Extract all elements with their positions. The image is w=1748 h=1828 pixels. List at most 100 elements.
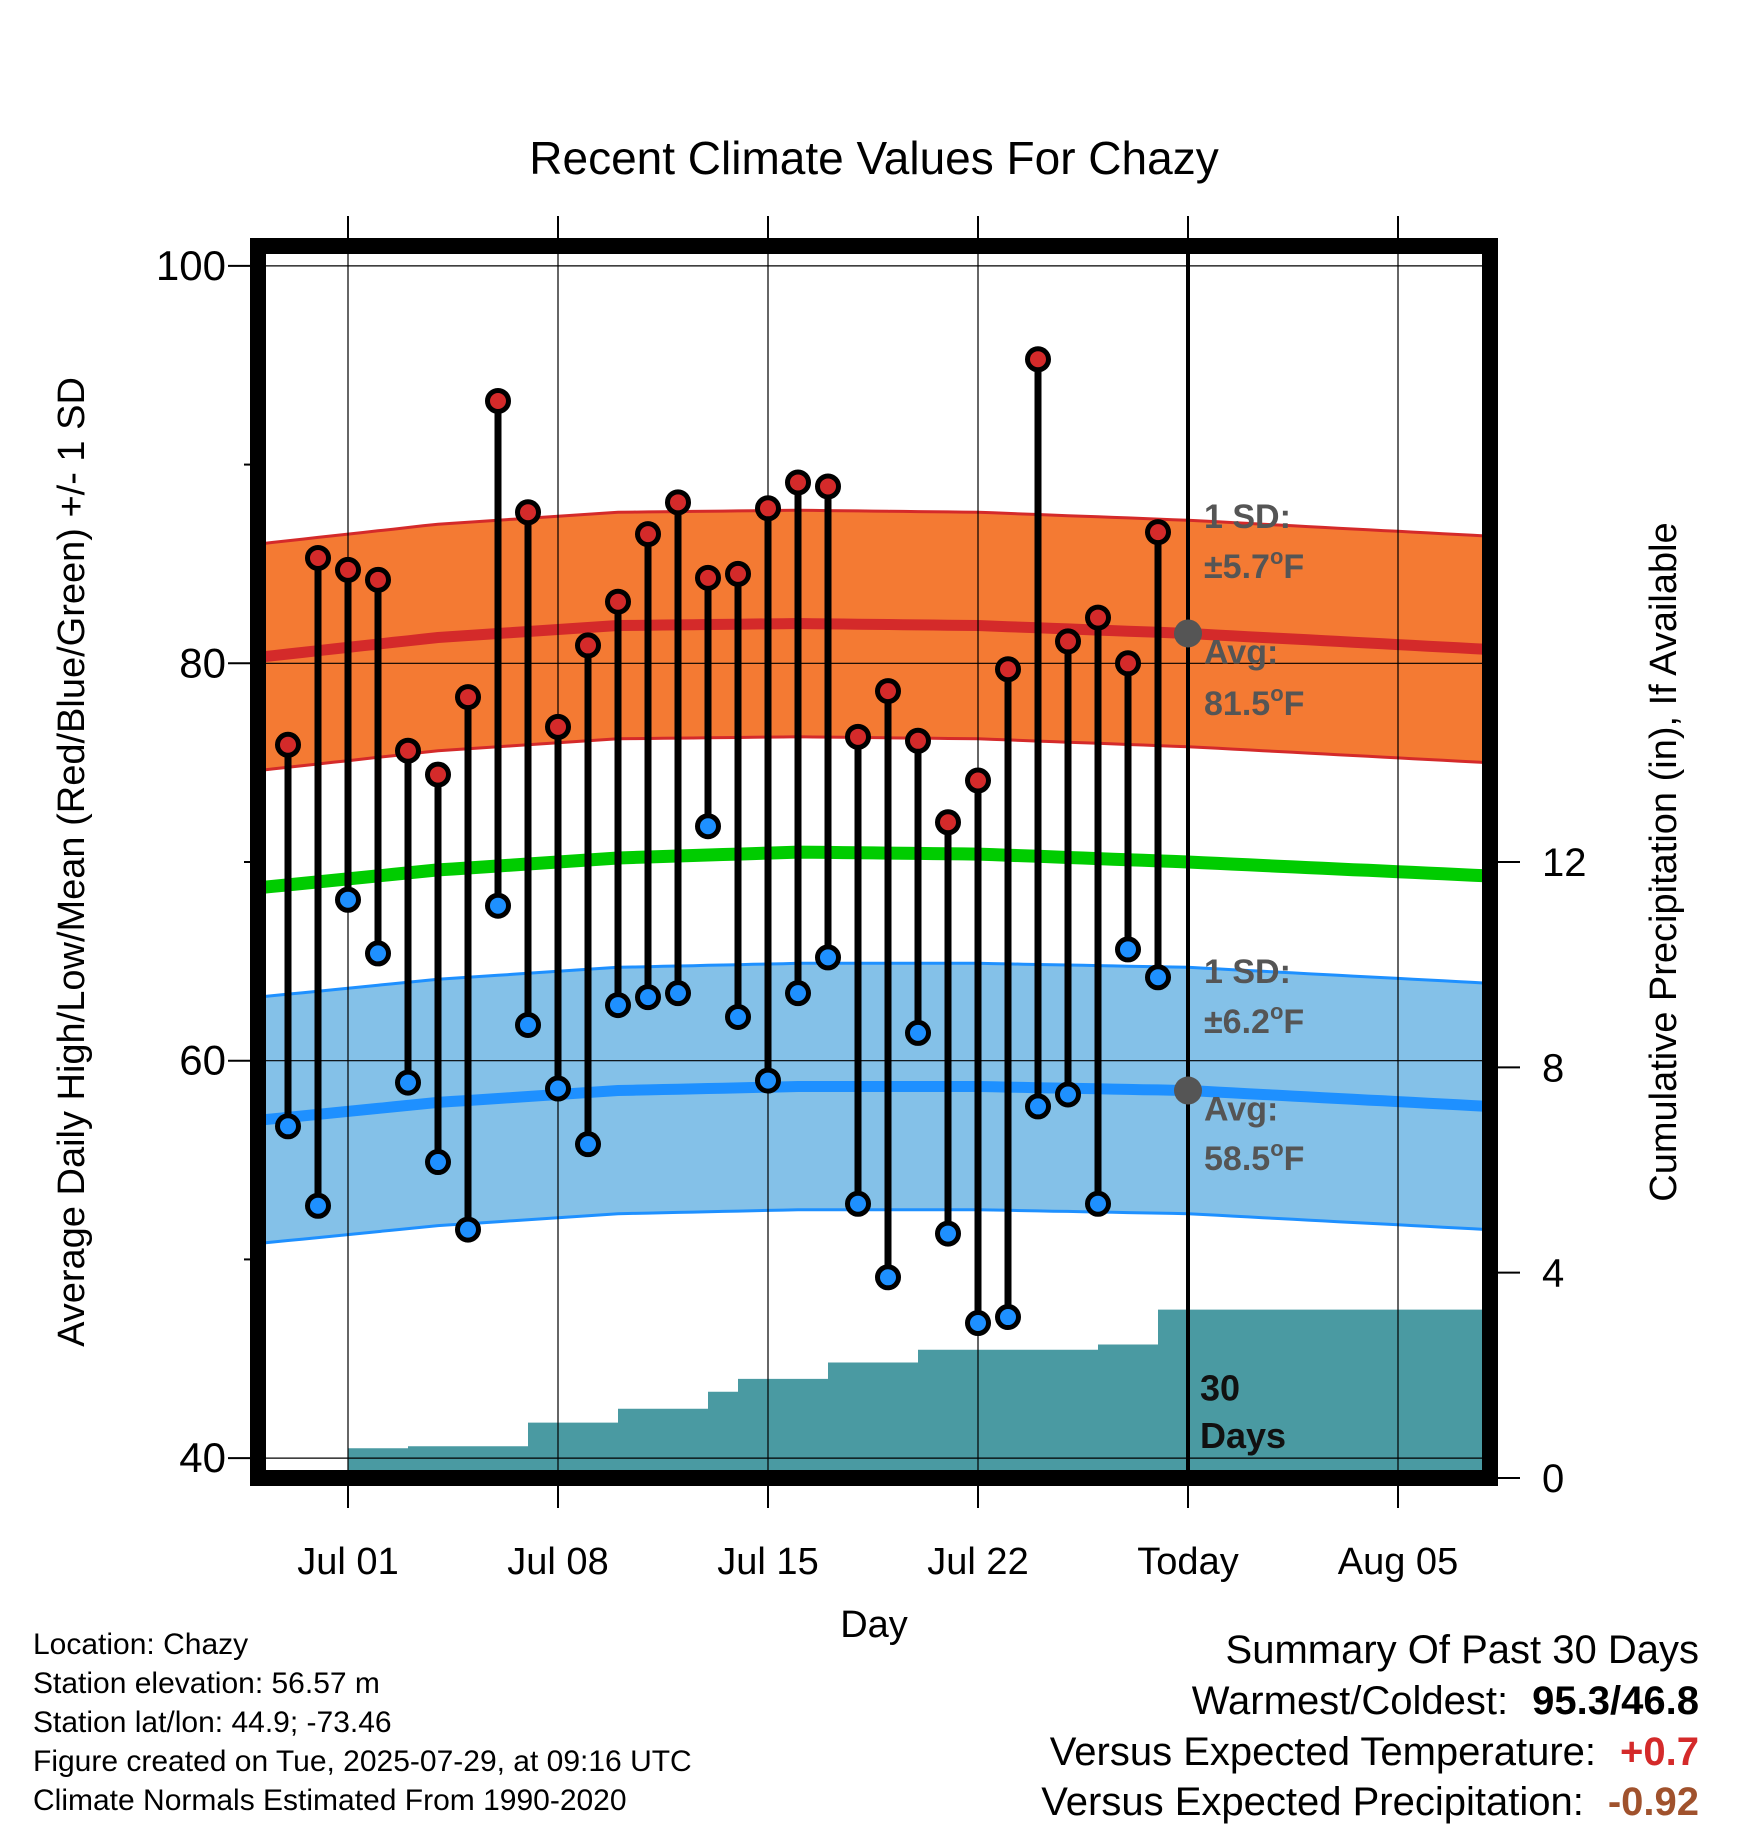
daily-high-point <box>395 737 421 764</box>
summary-panel: Summary Of Past 30 Days Warmest/Coldest:… <box>1041 1625 1699 1827</box>
precip-departure-value: -0.92 <box>1607 1780 1699 1824</box>
daily-low-point <box>275 1113 301 1140</box>
warmest-value: 95.3 <box>1532 1679 1611 1723</box>
chart-title: Recent Climate Values For Chazy <box>529 132 1218 184</box>
days-word-label: Days <box>1200 1415 1286 1456</box>
x-tick-label: Aug 05 <box>1338 1541 1458 1583</box>
location-text: Location: Chazy <box>33 1628 249 1661</box>
normal-high-line <box>258 617 1489 663</box>
daily-high-point <box>635 521 661 548</box>
daily-high-point <box>275 731 301 758</box>
daily-high-point <box>845 723 871 750</box>
y2-axis-label: Cumulative Precipitation (in), If Availa… <box>1643 522 1685 1201</box>
daily-high-point <box>515 499 541 526</box>
high-sd-upper-line <box>258 508 1489 546</box>
low-sd-upper-line <box>258 961 1489 999</box>
daily-low-point <box>1085 1190 1111 1217</box>
high-sd-lower-line <box>258 735 1489 773</box>
daily-low-point <box>455 1216 481 1243</box>
daily-high-point <box>755 495 781 522</box>
y-tick-label: 80 <box>179 639 226 686</box>
y-tick-label: 60 <box>179 1037 226 1084</box>
x-axis-label: Day <box>840 1604 908 1646</box>
y-axis-label: Average Daily High/Low/Mean (Red/Blue/Gr… <box>51 377 93 1347</box>
daily-low-point <box>935 1220 961 1247</box>
today-low-avg-marker <box>1174 1076 1202 1105</box>
daily-high-point <box>695 564 721 591</box>
daily-low-point <box>425 1149 451 1176</box>
daily-low-point <box>605 992 631 1019</box>
daily-low-point <box>965 1310 991 1337</box>
daily-high-point <box>485 387 511 414</box>
high-avg-value: 81.5oF <box>1204 681 1304 723</box>
station-info: Location: Chazy Station elevation: 56.57… <box>33 1625 692 1820</box>
daily-low-point <box>785 980 811 1007</box>
daily-low-point <box>395 1069 421 1096</box>
precip-departure-row: Versus Expected Precipitation: -0.92 <box>1041 1777 1699 1827</box>
daily-low-point <box>665 980 691 1007</box>
warmest-coldest-row: Warmest/Coldest: 95.3/46.8 <box>1041 1675 1699 1727</box>
daily-high-point <box>1025 346 1051 373</box>
daily-high-point <box>905 727 931 754</box>
daily-high-point <box>545 713 571 740</box>
normal-low-line <box>258 1081 1489 1126</box>
daily-high-point <box>305 544 331 571</box>
normals-period-text: Climate Normals Estimated From 1990-2020 <box>33 1784 627 1817</box>
daily-high-point <box>365 566 391 593</box>
daily-high-point <box>335 556 361 583</box>
low-sd-value: ±6.2oF <box>1204 999 1304 1041</box>
daily-high-point <box>785 469 811 496</box>
daily-high-point <box>425 761 451 788</box>
summary-title: Summary Of Past 30 Days <box>1225 1628 1699 1672</box>
y-tick-label: 40 <box>179 1434 226 1481</box>
daily-low-point <box>845 1190 871 1217</box>
latlon-text: Station lat/lon: 44.9; -73.46 <box>33 1706 392 1739</box>
x-tick-label: Jul 22 <box>927 1541 1028 1583</box>
daily-low-point <box>635 984 661 1011</box>
warmest-coldest-value: 95.3/46.8 <box>1532 1679 1699 1723</box>
y2-tick-label: 0 <box>1542 1457 1564 1501</box>
daily-high-point <box>725 560 751 587</box>
daily-high-point <box>1115 650 1141 677</box>
x-tick-label: Jul 15 <box>717 1541 818 1583</box>
low-sd-label: 1 SD: <box>1204 953 1291 991</box>
x-tick-label: Jul 01 <box>297 1541 398 1583</box>
daily-high-point <box>935 809 961 836</box>
daily-high-point <box>815 473 841 500</box>
daily-low-point <box>485 892 511 919</box>
daily-high-point <box>875 678 901 705</box>
daily-high-point <box>965 767 991 794</box>
daily-low-point <box>1145 964 1171 991</box>
y2-tick-label: 4 <box>1542 1252 1564 1296</box>
daily-low-point <box>1025 1093 1051 1120</box>
plot-frame <box>250 238 1498 1486</box>
warmest-coldest-label: Warmest/Coldest: <box>1191 1679 1509 1723</box>
cumulative-precip-area <box>318 1309 1488 1478</box>
y2-tick-label: 12 <box>1542 841 1587 885</box>
daily-low-point <box>875 1264 901 1291</box>
daily-low-point <box>1115 936 1141 963</box>
daily-low-point <box>515 1011 541 1038</box>
daily-low-point <box>365 940 391 967</box>
temp-departure-label: Versus Expected Temperature: <box>1049 1730 1597 1774</box>
high-sd-value: ±5.7oF <box>1204 544 1304 586</box>
high-sd-band <box>258 510 1488 771</box>
daily-low-point <box>335 886 361 913</box>
days-count-label: 30 <box>1200 1368 1240 1409</box>
daily-low-point <box>995 1304 1021 1331</box>
y-tick-label: 100 <box>156 242 226 289</box>
x-tick-label: Today <box>1137 1541 1238 1583</box>
daily-high-point <box>1085 604 1111 631</box>
normal-mean-line <box>258 845 1489 895</box>
y2-tick-label: 8 <box>1542 1046 1564 1090</box>
high-avg-label: Avg: <box>1204 633 1278 671</box>
temp-departure-row: Versus Expected Temperature: +0.7 <box>1041 1727 1699 1777</box>
daily-low-point <box>725 1003 751 1030</box>
today-high-avg-marker <box>1174 619 1202 648</box>
daily-low-point <box>905 1019 931 1046</box>
temp-departure-value: +0.7 <box>1620 1730 1699 1774</box>
low-sd-band <box>258 963 1488 1244</box>
daily-low-point <box>755 1067 781 1094</box>
coldest-value: 46.8 <box>1621 1679 1699 1723</box>
